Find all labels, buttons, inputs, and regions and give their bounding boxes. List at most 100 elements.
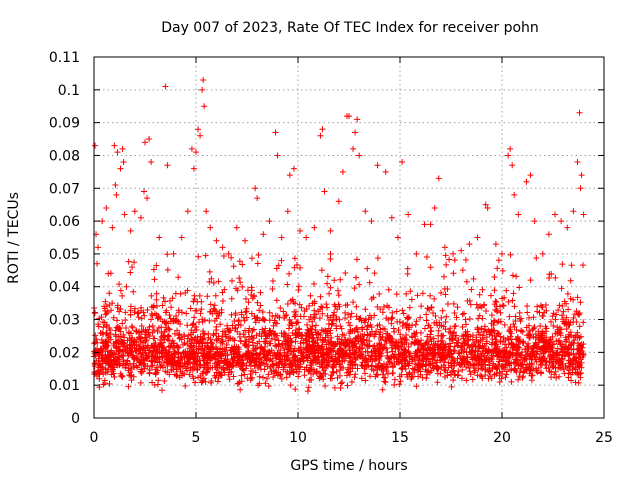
background-point — [438, 332, 445, 339]
background-point — [257, 302, 264, 309]
background-point — [319, 359, 326, 366]
background-point — [107, 326, 114, 333]
background-point — [481, 301, 488, 308]
background-point — [128, 337, 135, 344]
data-point — [515, 211, 522, 218]
background-point — [329, 357, 336, 364]
background-point — [152, 347, 159, 354]
background-point — [450, 300, 457, 307]
background-point — [391, 376, 398, 383]
background-point — [156, 356, 163, 363]
background-point — [196, 319, 203, 326]
background-point — [277, 347, 284, 354]
data-point — [113, 191, 120, 198]
data-point — [552, 211, 559, 218]
background-point — [239, 283, 246, 290]
background-point — [353, 313, 360, 320]
background-point — [469, 347, 476, 354]
background-point — [316, 373, 323, 380]
data-point — [399, 159, 406, 166]
background-point — [347, 313, 354, 320]
background-point — [98, 354, 105, 361]
data-point — [382, 168, 389, 175]
background-point — [243, 362, 250, 369]
background-point — [539, 312, 546, 319]
background-point — [102, 298, 109, 305]
background-point — [299, 332, 306, 339]
background-point — [151, 344, 158, 351]
background-point — [470, 342, 477, 349]
background-point — [493, 333, 500, 340]
background-point — [248, 287, 255, 294]
background-point — [508, 330, 515, 337]
background-point — [491, 363, 498, 370]
background-point — [228, 311, 235, 318]
background-point — [114, 356, 121, 363]
background-point — [200, 357, 207, 364]
background-point — [404, 270, 411, 277]
background-point — [512, 313, 519, 320]
background-point — [230, 263, 237, 270]
data-point — [200, 76, 207, 83]
background-point — [503, 344, 510, 351]
background-point — [122, 317, 129, 324]
background-point — [333, 361, 340, 368]
data-point — [112, 181, 119, 188]
x-tick-label: 20 — [493, 430, 511, 446]
background-point — [351, 344, 358, 351]
background-point — [568, 377, 575, 384]
background-point — [176, 330, 183, 337]
background-point — [322, 382, 329, 389]
background-point — [107, 336, 114, 343]
background-point — [111, 373, 118, 380]
background-point — [343, 339, 350, 346]
background-point — [378, 341, 385, 348]
background-point — [220, 364, 227, 371]
background-point — [311, 352, 318, 359]
background-point — [310, 346, 317, 353]
background-point — [448, 383, 455, 390]
background-point — [428, 304, 435, 311]
background-point — [280, 308, 287, 315]
background-point — [230, 357, 237, 364]
background-point — [173, 312, 180, 319]
background-point — [540, 343, 547, 350]
background-point — [348, 310, 355, 317]
background-point — [153, 262, 160, 269]
y-tick-label: 0.07 — [49, 181, 80, 197]
background-point — [333, 316, 340, 323]
data-point — [531, 218, 538, 225]
background-point — [168, 366, 175, 373]
background-point — [200, 328, 207, 335]
background-point — [287, 319, 294, 326]
background-point — [228, 254, 235, 261]
background-point — [491, 274, 498, 281]
background-point — [459, 267, 466, 274]
background-point — [478, 373, 485, 380]
background-point — [461, 338, 468, 345]
background-point — [469, 376, 476, 383]
background-point — [213, 372, 220, 379]
background-point — [218, 306, 225, 313]
data-point — [121, 211, 128, 218]
background-point — [473, 337, 480, 344]
background-point — [125, 258, 132, 265]
background-point — [463, 321, 470, 328]
background-point — [261, 316, 268, 323]
background-point — [510, 341, 517, 348]
background-point — [149, 362, 156, 369]
background-point — [450, 347, 457, 354]
background-point — [391, 328, 398, 335]
background-point — [206, 268, 213, 275]
background-point — [471, 351, 478, 358]
background-point — [533, 341, 540, 348]
background-point — [189, 373, 196, 380]
background-point — [372, 331, 379, 338]
background-point — [327, 284, 334, 291]
background-point — [306, 351, 313, 358]
background-point — [301, 346, 308, 353]
background-point — [434, 379, 441, 386]
background-point — [357, 350, 364, 357]
background-point — [297, 313, 304, 320]
background-point — [182, 289, 189, 296]
